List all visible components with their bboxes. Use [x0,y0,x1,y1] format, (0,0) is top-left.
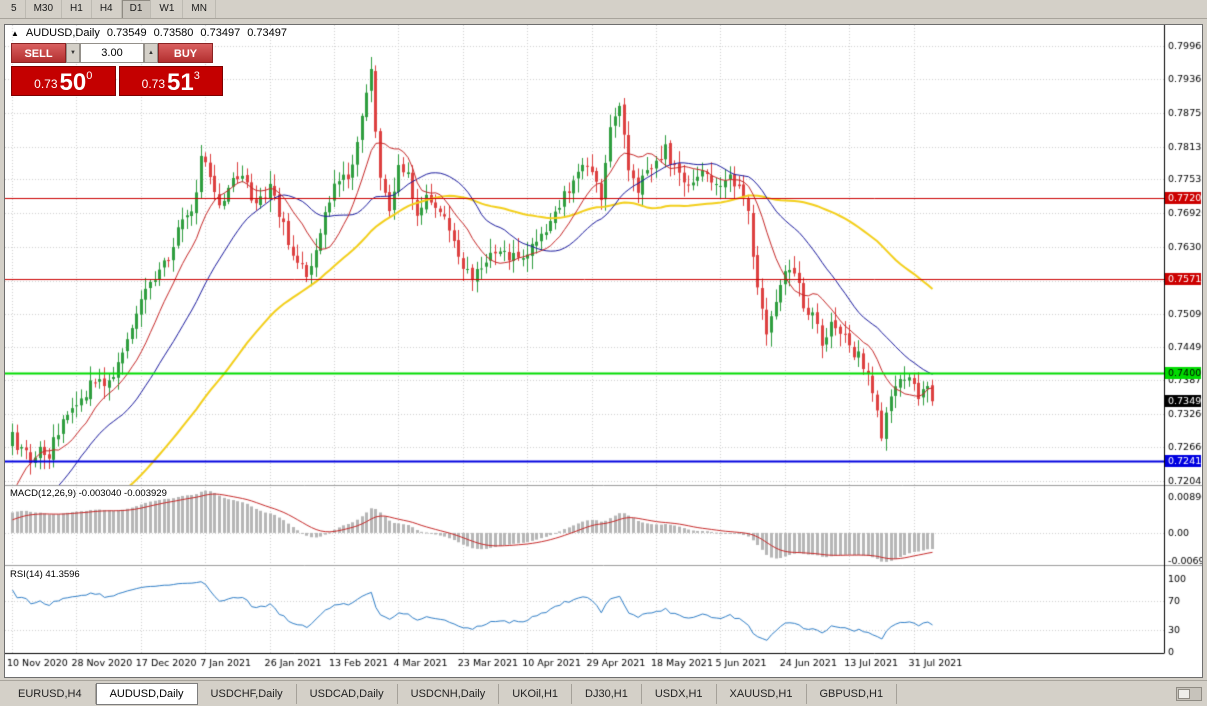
tab-dj30-h1[interactable]: DJ30,H1 [572,683,642,704]
tab-ukoil-h1[interactable]: UKOil,H1 [499,683,573,704]
timeframe-button-m30[interactable]: M30 [26,0,63,18]
buy-price-prefix: 0.73 [141,77,166,91]
tab-usdchf-daily[interactable]: USDCHF,Daily [198,683,297,704]
tab-eurusd-h4[interactable]: EURUSD,H4 [5,683,96,704]
volume-input[interactable]: 3.00 [80,43,144,63]
volume-decrease-button[interactable]: ▼ [66,43,80,63]
chart-window: ▲ AUDUSD,Daily 0.73549 0.73580 0.73497 0… [4,24,1203,678]
timeframe-button-mn[interactable]: MN [183,0,216,18]
chart-tabbar: EURUSD,H4 AUDUSD,Daily USDCHF,Daily USDCAD,… [0,680,1207,706]
tab-xauusd-h1[interactable]: XAUUSD,H1 [717,683,807,704]
chart-canvas[interactable] [5,25,1202,677]
tab-usdx-h1[interactable]: USDX,H1 [642,683,717,704]
timeframe-button-w1[interactable]: W1 [151,0,184,18]
tab-usdcnh-daily[interactable]: USDCNH,Daily [398,683,500,704]
buy-price-display[interactable]: 0.73 51 3 [118,66,223,96]
buy-price-big-digits: 51 [167,69,194,96]
tabbar-scrollbar[interactable] [1176,686,1202,701]
sell-price-big-digits: 50 [59,69,87,96]
tab-audusd-daily[interactable]: AUDUSD,Daily [95,682,198,705]
buy-price-pipette: 3 [193,70,200,82]
sell-button[interactable]: SELL [11,43,66,63]
sell-price-pipette: 0 [86,70,93,82]
timeframe-button-h4[interactable]: H4 [92,0,122,18]
tabbar-scrollbar-thumb[interactable] [1178,688,1190,699]
tab-usdcad-daily[interactable]: USDCAD,Daily [297,683,398,704]
sell-price-display[interactable]: 0.73 50 0 [11,66,116,96]
timeframe-button-5[interactable]: 5 [3,0,26,18]
sell-price-prefix: 0.73 [34,77,58,91]
buy-button[interactable]: BUY [158,43,213,63]
timeframe-button-d1[interactable]: D1 [121,0,152,18]
timeframe-toolbar: 5 M30 H1 H4 D1 W1 MN [0,0,1207,19]
volume-increase-button[interactable]: ▲ [144,43,158,63]
one-click-trade-panel: SELL ▼ 3.00 ▲ BUY 0.73 50 0 0.73 51 3 [11,43,223,96]
timeframe-button-h1[interactable]: H1 [62,0,92,18]
tab-gbpusd-h1[interactable]: GBPUSD,H1 [807,683,898,704]
